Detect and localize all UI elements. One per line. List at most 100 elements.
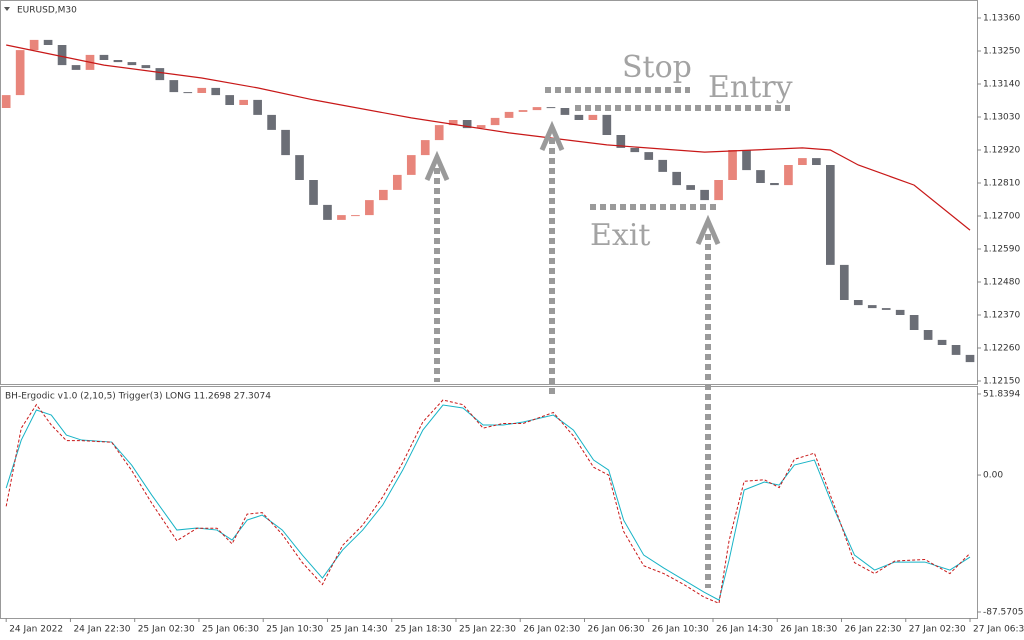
candle bbox=[518, 110, 528, 112]
x-tick-label: 26 Jan 06:30 bbox=[587, 625, 644, 635]
candle bbox=[448, 120, 458, 126]
candle bbox=[253, 99, 262, 115]
candle bbox=[616, 135, 626, 148]
x-tick-label: 27 Jan 06:30 bbox=[973, 625, 1024, 635]
indicator-line bbox=[5, 399, 971, 605]
y-tick-label: 1.13030 bbox=[983, 113, 1020, 123]
candle bbox=[588, 114, 598, 120]
candle bbox=[462, 120, 472, 129]
symbol-title: EURUSD,M30 bbox=[17, 6, 77, 16]
candle bbox=[839, 264, 849, 300]
candle bbox=[169, 80, 179, 93]
y-tick-label: 51.8394 bbox=[983, 389, 1020, 399]
y-tick-label: 1.12700 bbox=[983, 212, 1020, 222]
candle bbox=[434, 125, 444, 141]
annotation-overlay: Stop Entry Exit bbox=[424, 50, 793, 588]
arrow bbox=[695, 214, 721, 245]
candle bbox=[756, 170, 765, 183]
candle bbox=[476, 125, 486, 129]
indicator-line bbox=[5, 404, 971, 601]
y-tick-label: 1.12260 bbox=[983, 344, 1020, 354]
candle bbox=[881, 308, 891, 310]
menu-arrow[interactable] bbox=[4, 7, 10, 11]
x-tick-label: 26 Jan 14:30 bbox=[716, 625, 773, 635]
candle bbox=[323, 204, 332, 220]
entry-label: Entry bbox=[708, 70, 793, 105]
candle bbox=[853, 300, 863, 306]
candle bbox=[71, 65, 81, 70]
x-tick-label: 25 Jan 18:30 bbox=[395, 625, 452, 635]
stop-label: Stop bbox=[622, 50, 692, 85]
x-tick-label: 26 Jan 02:30 bbox=[523, 625, 580, 635]
x-tick-label: 24 Jan 2022 bbox=[9, 625, 63, 635]
exit-label: Exit bbox=[590, 218, 650, 253]
candle bbox=[420, 140, 430, 156]
candle bbox=[29, 39, 39, 51]
candle bbox=[826, 165, 835, 265]
candle bbox=[728, 150, 737, 180]
y-tick-label: 1.13250 bbox=[983, 47, 1020, 57]
candle bbox=[57, 45, 67, 66]
candle bbox=[909, 315, 919, 330]
candle bbox=[197, 87, 207, 93]
candle bbox=[406, 155, 416, 175]
y-tick-label: 0.00 bbox=[983, 471, 1003, 481]
y-tick-label: -87.5705 bbox=[983, 608, 1023, 618]
candle bbox=[602, 114, 612, 135]
candle bbox=[937, 339, 947, 345]
x-tick-label: 27 Jan 02:30 bbox=[909, 625, 966, 635]
candle bbox=[812, 158, 821, 165]
candle bbox=[267, 114, 276, 130]
candle bbox=[504, 111, 514, 118]
candle bbox=[113, 60, 123, 63]
candle bbox=[798, 158, 807, 165]
candle bbox=[686, 185, 695, 190]
y-tick-label: 1.12480 bbox=[983, 278, 1020, 288]
y-tick-label: 1.13140 bbox=[983, 80, 1020, 90]
candle bbox=[365, 200, 374, 216]
candle bbox=[644, 152, 654, 160]
candle bbox=[895, 309, 905, 315]
candle bbox=[225, 95, 235, 105]
y-tick-label: 1.12810 bbox=[983, 179, 1020, 189]
x-tick-label: 25 Jan 14:30 bbox=[330, 625, 387, 635]
candle bbox=[281, 129, 290, 156]
candle bbox=[392, 174, 402, 190]
price-panel bbox=[0, 0, 978, 385]
candle bbox=[141, 65, 151, 69]
candle bbox=[155, 68, 165, 81]
candle bbox=[700, 189, 709, 201]
candle bbox=[379, 189, 388, 201]
candle bbox=[630, 147, 640, 153]
candle bbox=[1, 95, 11, 108]
candle bbox=[867, 305, 877, 309]
indicator-title: BH-Ergodic v1.0 (2,10,5) Trigger(3) LONG… bbox=[5, 392, 271, 402]
candle bbox=[923, 330, 933, 340]
candle bbox=[15, 50, 25, 96]
candle bbox=[784, 165, 793, 186]
y-tick-label: 1.12370 bbox=[983, 311, 1020, 321]
candle bbox=[546, 107, 556, 109]
x-tick-label: 25 Jan 22:30 bbox=[459, 625, 516, 635]
candle bbox=[351, 215, 360, 217]
candle bbox=[658, 159, 668, 172]
candle bbox=[239, 99, 248, 105]
candle bbox=[672, 171, 682, 186]
candle bbox=[490, 117, 500, 126]
x-tick-label: 25 Jan 02:30 bbox=[138, 625, 195, 635]
x-tick-label: 26 Jan 22:30 bbox=[845, 625, 902, 635]
candle bbox=[295, 155, 304, 180]
candle bbox=[43, 39, 53, 45]
candle bbox=[337, 215, 346, 220]
x-tick-label: 24 Jan 22:30 bbox=[73, 625, 130, 635]
candle bbox=[211, 87, 221, 96]
x-tick-label: 25 Jan 10:30 bbox=[266, 625, 323, 635]
candle bbox=[127, 62, 137, 66]
candle bbox=[965, 354, 975, 363]
y-tick-label: 1.13360 bbox=[983, 14, 1020, 24]
candle bbox=[99, 54, 109, 60]
arrow bbox=[424, 150, 450, 181]
candle bbox=[574, 114, 584, 120]
x-tick-label: 26 Jan 18:30 bbox=[780, 625, 837, 635]
